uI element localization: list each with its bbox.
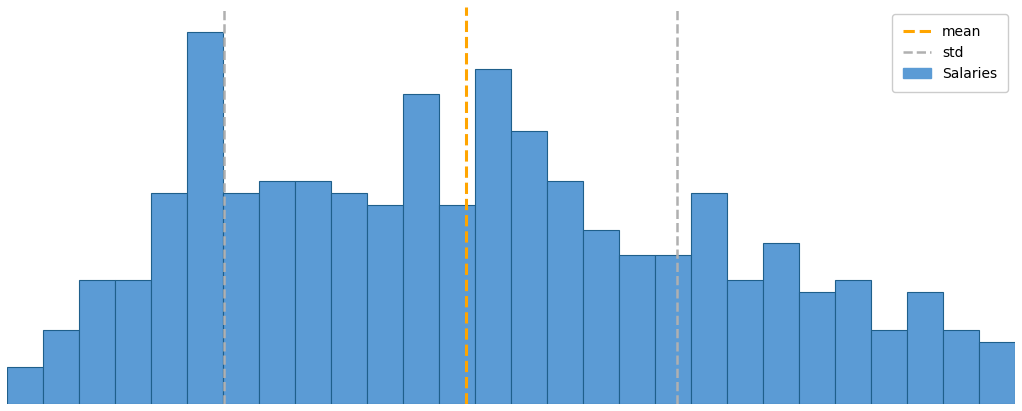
Bar xyxy=(223,193,259,404)
Bar xyxy=(259,181,295,404)
std xyxy=(218,389,230,394)
Bar xyxy=(835,280,871,404)
Bar xyxy=(331,193,367,404)
Bar xyxy=(295,181,331,404)
Legend: mean, std, Salaries: mean, std, Salaries xyxy=(892,14,1008,92)
Bar xyxy=(799,292,835,404)
Bar xyxy=(691,193,727,404)
Bar xyxy=(7,367,43,404)
Bar xyxy=(583,230,619,404)
Bar xyxy=(403,94,439,404)
Bar xyxy=(943,330,979,404)
Bar xyxy=(979,342,1015,404)
mean xyxy=(460,402,472,406)
Bar xyxy=(727,280,763,404)
Bar xyxy=(439,206,475,404)
Bar xyxy=(114,280,151,404)
Bar xyxy=(619,255,655,404)
Bar xyxy=(547,181,583,404)
std xyxy=(218,402,230,406)
Bar xyxy=(475,69,511,404)
Bar xyxy=(367,206,403,404)
Bar xyxy=(79,280,114,404)
Bar xyxy=(871,330,908,404)
Bar xyxy=(187,32,223,404)
Bar xyxy=(655,255,691,404)
Bar xyxy=(43,330,79,404)
mean xyxy=(460,389,472,394)
Bar xyxy=(511,131,547,404)
Bar xyxy=(908,292,943,404)
Bar xyxy=(151,193,187,404)
Bar xyxy=(763,243,799,404)
